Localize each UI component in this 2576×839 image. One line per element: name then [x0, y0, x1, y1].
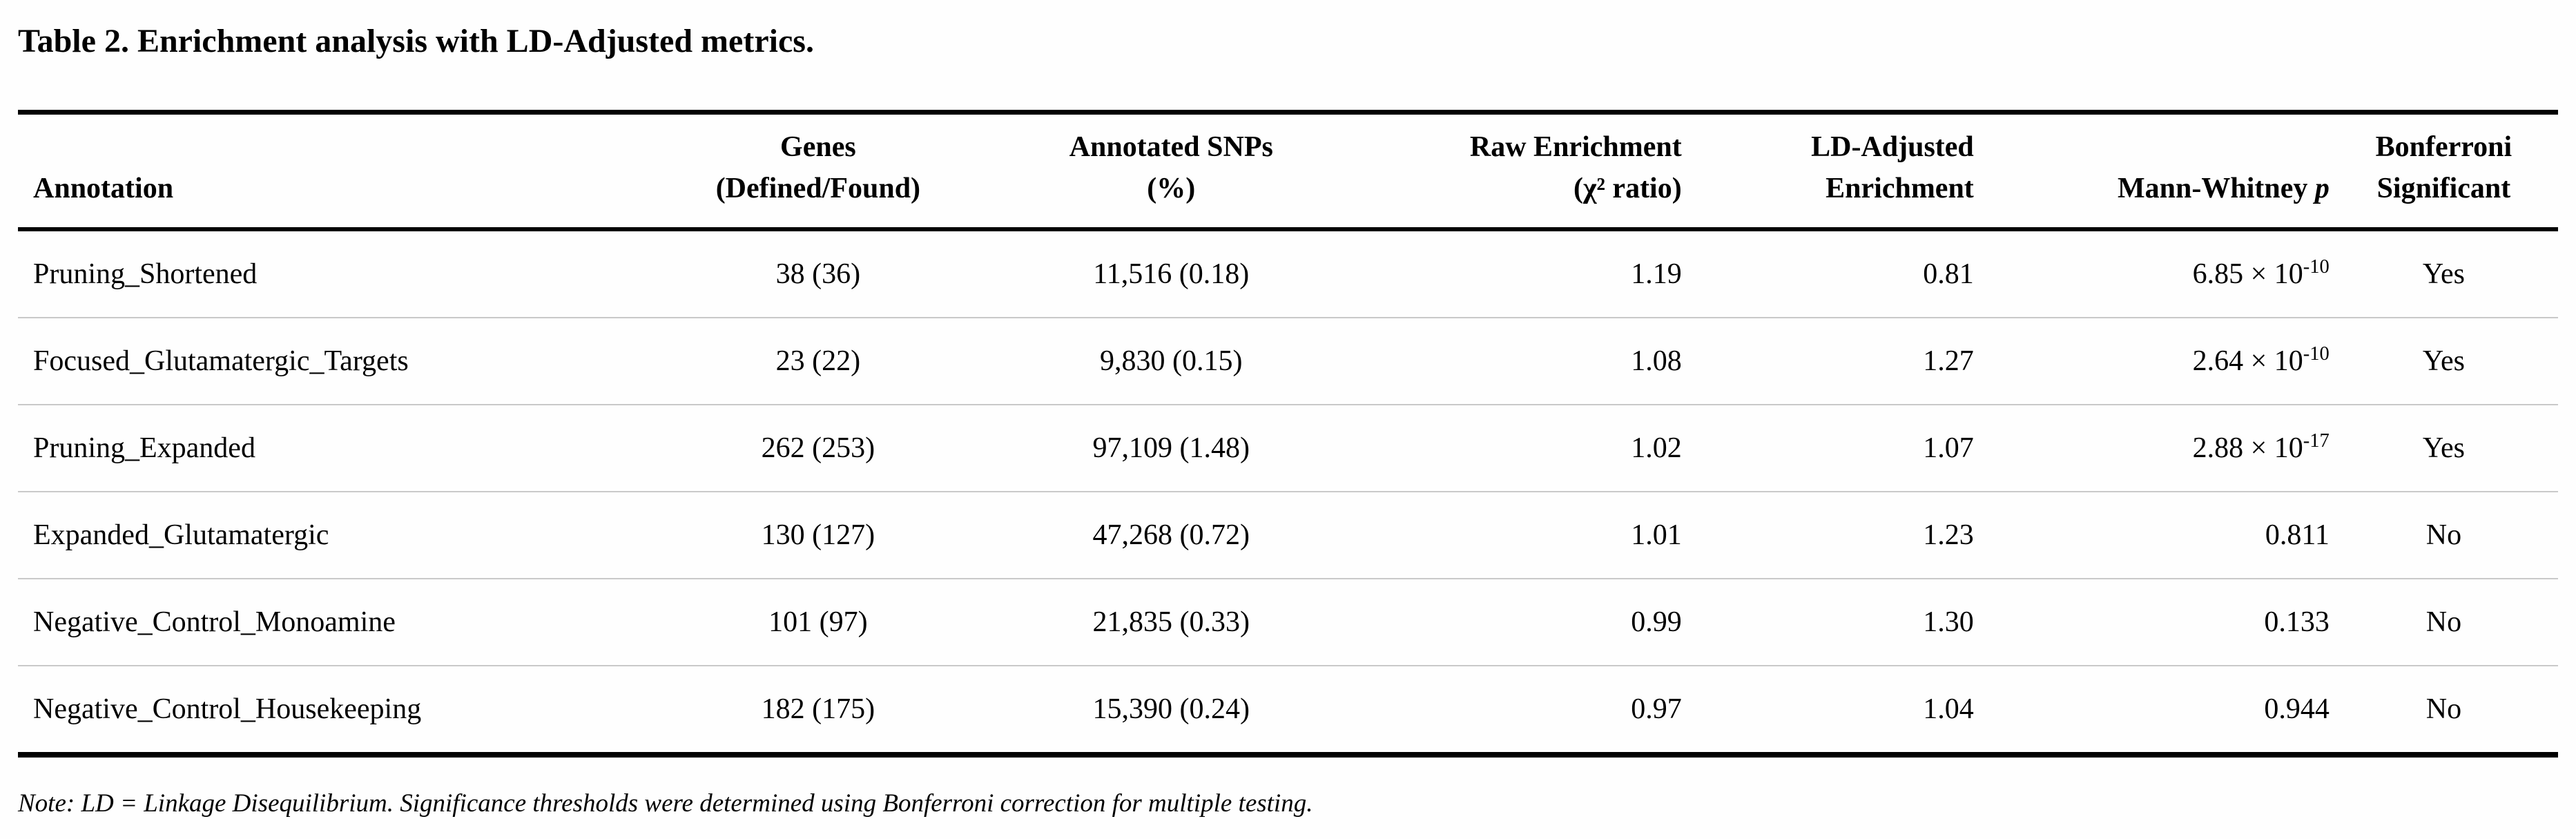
cell-annotation: Expanded_Glutamatergic: [33, 519, 329, 552]
table-row: Negative_Control_Housekeeping 182 (175) …: [18, 666, 2558, 755]
cell-mann-whitney-p: 2.88 × 10-17: [1974, 405, 2330, 492]
cell-genes: 130 (127): [761, 519, 875, 552]
cell-annotated-snps: 11,516 (0.18): [1093, 258, 1250, 291]
cell-ld-adjusted: 1.27: [1923, 345, 1974, 378]
header-bonferroni-line1: Bonferroni: [2375, 131, 2512, 164]
header-ld-line1: LD-Adjusted: [1811, 131, 1974, 164]
cell-mann-whitney-p: 2.64 × 10-10: [1974, 318, 2330, 405]
cell-annotation: Pruning_Expanded: [33, 432, 255, 465]
p-value-base: 2.64 × 10: [2192, 345, 2303, 378]
cell-raw-enrichment: 1.08: [1631, 345, 1682, 378]
cell-ld-adjusted: 1.07: [1923, 432, 1974, 465]
header-bonferroni-line2: Significant: [2376, 172, 2511, 204]
cell-genes: 262 (253): [761, 432, 875, 465]
p-value-exponent: -10: [2303, 256, 2330, 278]
header-ld-line2: Enrichment: [1826, 172, 1974, 204]
cell-raw-enrichment: 0.99: [1631, 606, 1682, 639]
cell-annotation: Negative_Control_Housekeeping: [33, 693, 422, 726]
cell-mann-whitney-p: 0.811: [1974, 492, 2330, 579]
p-value-base: 0.133: [2264, 606, 2330, 639]
cell-genes: 23 (22): [775, 345, 861, 378]
header-mw-label: Mann-Whitney: [2117, 172, 2308, 204]
cell-bonferroni-significant: No: [2425, 693, 2462, 726]
column-header-annotation: Annotation: [18, 113, 666, 230]
cell-raw-enrichment: 1.01: [1631, 519, 1682, 552]
cell-annotation: Negative_Control_Monoamine: [33, 606, 396, 639]
table-body: Pruning_Shortened 38 (36) 11,516 (0.18) …: [18, 229, 2558, 755]
cell-mann-whitney-p: 0.944: [1974, 666, 2330, 755]
header-annotation-label: Annotation: [33, 172, 174, 204]
cell-mann-whitney-p: 6.85 × 10-10: [1974, 229, 2330, 318]
cell-annotated-snps: 15,390 (0.24): [1092, 693, 1250, 726]
cell-bonferroni-significant: No: [2425, 519, 2462, 552]
cell-annotated-snps: 97,109 (1.48): [1092, 432, 1250, 465]
cell-ld-adjusted: 1.30: [1923, 606, 1974, 639]
column-header-mann-whitney-p: Mann-Whitney p: [1974, 113, 2330, 230]
p-value-exponent: -17: [2303, 430, 2330, 452]
cell-ld-adjusted: 0.81: [1923, 258, 1974, 291]
cell-raw-enrichment: 1.19: [1631, 258, 1682, 291]
header-genes-line2: (Defined/Found): [715, 172, 921, 204]
column-header-bonferroni: Bonferroni Significant: [2330, 113, 2558, 230]
enrichment-table: Annotation Genes (Defined/Found) Annotat…: [18, 110, 2558, 758]
cell-bonferroni-significant: Yes: [2422, 345, 2465, 378]
column-header-raw-enrichment: Raw Enrichment (χ² ratio): [1372, 113, 1682, 230]
table-row: Pruning_Shortened 38 (36) 11,516 (0.18) …: [18, 229, 2558, 318]
p-value-base: 0.944: [2264, 693, 2330, 726]
header-row: Annotation Genes (Defined/Found) Annotat…: [18, 113, 2558, 230]
cell-genes: 38 (36): [775, 258, 861, 291]
cell-annotated-snps: 47,268 (0.72): [1092, 519, 1250, 552]
cell-bonferroni-significant: Yes: [2422, 432, 2465, 465]
cell-genes: 182 (175): [761, 693, 875, 726]
header-snps-line2: (%): [1147, 172, 1196, 204]
table-row: Pruning_Expanded 262 (253) 97,109 (1.48)…: [18, 405, 2558, 492]
header-genes-line1: Genes: [780, 131, 856, 164]
cell-annotated-snps: 9,830 (0.15): [1100, 345, 1243, 378]
table-row: Focused_Glutamatergic_Targets 23 (22) 9,…: [18, 318, 2558, 405]
cell-annotated-snps: 21,835 (0.33): [1092, 606, 1250, 639]
header-raw-line1: Raw Enrichment: [1469, 131, 1682, 164]
cell-ld-adjusted: 1.23: [1923, 519, 1974, 552]
cell-bonferroni-significant: No: [2425, 606, 2462, 639]
cell-genes: 101 (97): [768, 606, 868, 639]
column-header-genes: Genes (Defined/Found): [666, 113, 970, 230]
cell-annotation: Pruning_Shortened: [33, 258, 258, 291]
header-mw-p-symbol: p: [2314, 172, 2330, 204]
column-header-annotated-snps: Annotated SNPs (%): [971, 113, 1372, 230]
p-value-exponent: -10: [2303, 343, 2330, 365]
p-value-base: 0.811: [2265, 519, 2330, 552]
cell-raw-enrichment: 1.02: [1631, 432, 1682, 465]
p-value-base: 6.85 × 10: [2192, 258, 2303, 291]
cell-raw-enrichment: 0.97: [1631, 693, 1682, 726]
table-note: Note: LD = Linkage Disequilibrium. Signi…: [18, 789, 1313, 818]
cell-annotation: Focused_Glutamatergic_Targets: [33, 345, 409, 378]
cell-bonferroni-significant: Yes: [2422, 258, 2465, 291]
cell-mann-whitney-p: 0.133: [1974, 579, 2330, 666]
header-raw-line2: (χ² ratio): [1573, 172, 1682, 204]
table-header: Annotation Genes (Defined/Found) Annotat…: [18, 113, 2558, 230]
header-snps-line1: Annotated SNPs: [1069, 131, 1273, 164]
table-title: Table 2. Enrichment analysis with LD-Adj…: [18, 23, 814, 59]
cell-ld-adjusted: 1.04: [1923, 693, 1974, 726]
column-header-ld-adjusted: LD-Adjusted Enrichment: [1682, 113, 1974, 230]
table-row: Negative_Control_Monoamine 101 (97) 21,8…: [18, 579, 2558, 666]
p-value-base: 2.88 × 10: [2192, 432, 2303, 465]
table-row: Expanded_Glutamatergic 130 (127) 47,268 …: [18, 492, 2558, 579]
